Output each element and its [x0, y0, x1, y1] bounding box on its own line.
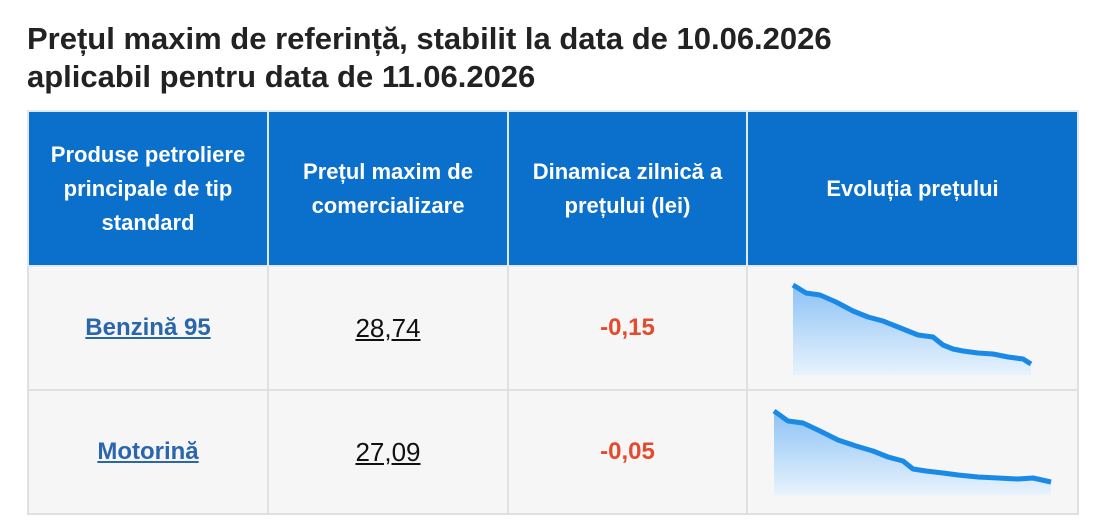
product-link[interactable]: Benzină 95: [85, 314, 211, 341]
title-line: Prețul maxim de referință, stabilit la d…: [27, 21, 832, 56]
row: Motorină 27,09 -0,05: [27, 389, 1079, 515]
title-line: aplicabil pentru data de 11.06.2026: [27, 59, 536, 94]
column-header: Prețul maxim de comercializare: [267, 110, 509, 267]
row: Benzină 95 28,74 -0,15: [27, 265, 1079, 391]
cell: -0,15: [507, 265, 748, 391]
price[interactable]: 27,09: [355, 436, 421, 467]
column-header: Evoluția prețului: [746, 110, 1079, 267]
header-row: Produse petroliere principale de tip sta…: [27, 110, 1079, 267]
sparkline: [791, 282, 1033, 375]
sparkline: [772, 408, 1052, 495]
cell: Motorină: [27, 389, 269, 515]
cell: -0,05: [507, 389, 748, 515]
cell: [746, 265, 1079, 391]
sparkline-area: [774, 411, 1051, 495]
column-header: Produse petroliere principale de tip sta…: [27, 110, 269, 267]
cell: 28,74: [267, 265, 509, 391]
cell: 27,09: [267, 389, 509, 515]
change: -0,05: [600, 438, 655, 465]
price[interactable]: 28,74: [355, 312, 421, 343]
sparkline-line: [772, 408, 1052, 485]
cell: [746, 389, 1079, 515]
title: Prețul maxim de referință, stabilit la d…: [27, 20, 832, 96]
product-link[interactable]: Motorină: [97, 438, 199, 465]
price-table: Produse petroliere principale de tip sta…: [27, 110, 1079, 515]
change: -0,15: [600, 314, 655, 341]
sparkline-line: [791, 282, 1033, 367]
column-header: Dinamica zilnică a prețului (lei): [507, 110, 748, 267]
cell: Benzină 95: [27, 265, 269, 391]
